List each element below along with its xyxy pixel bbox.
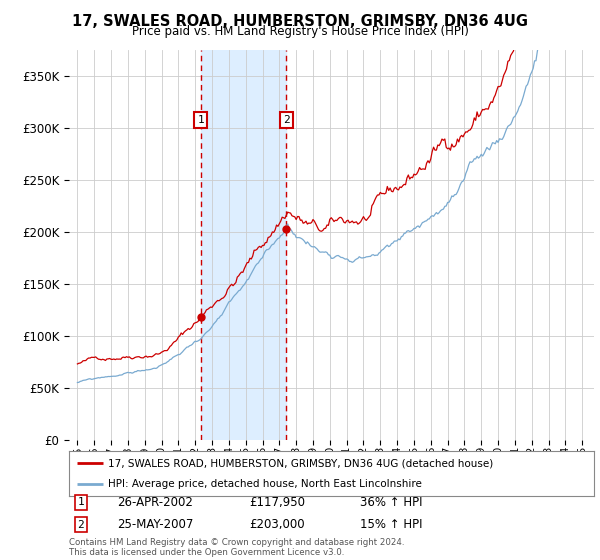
Text: £203,000: £203,000 [249,518,305,531]
Text: HPI: Average price, detached house, North East Lincolnshire: HPI: Average price, detached house, Nort… [109,479,422,489]
Text: 2: 2 [77,520,85,530]
Text: 36% ↑ HPI: 36% ↑ HPI [360,496,422,509]
Text: 26-APR-2002: 26-APR-2002 [117,496,193,509]
Text: Contains HM Land Registry data © Crown copyright and database right 2024.
This d: Contains HM Land Registry data © Crown c… [69,538,404,557]
Text: £117,950: £117,950 [249,496,305,509]
Text: Price paid vs. HM Land Registry's House Price Index (HPI): Price paid vs. HM Land Registry's House … [131,25,469,38]
Text: 2: 2 [283,115,290,125]
Text: 25-MAY-2007: 25-MAY-2007 [117,518,193,531]
Text: 17, SWALES ROAD, HUMBERSTON, GRIMSBY, DN36 4UG (detached house): 17, SWALES ROAD, HUMBERSTON, GRIMSBY, DN… [109,458,494,468]
Text: 1: 1 [197,115,204,125]
Bar [200,50,286,440]
Text: 1: 1 [77,497,85,507]
Text: 17, SWALES ROAD, HUMBERSTON, GRIMSBY, DN36 4UG: 17, SWALES ROAD, HUMBERSTON, GRIMSBY, DN… [72,14,528,29]
Text: 15% ↑ HPI: 15% ↑ HPI [360,518,422,531]
